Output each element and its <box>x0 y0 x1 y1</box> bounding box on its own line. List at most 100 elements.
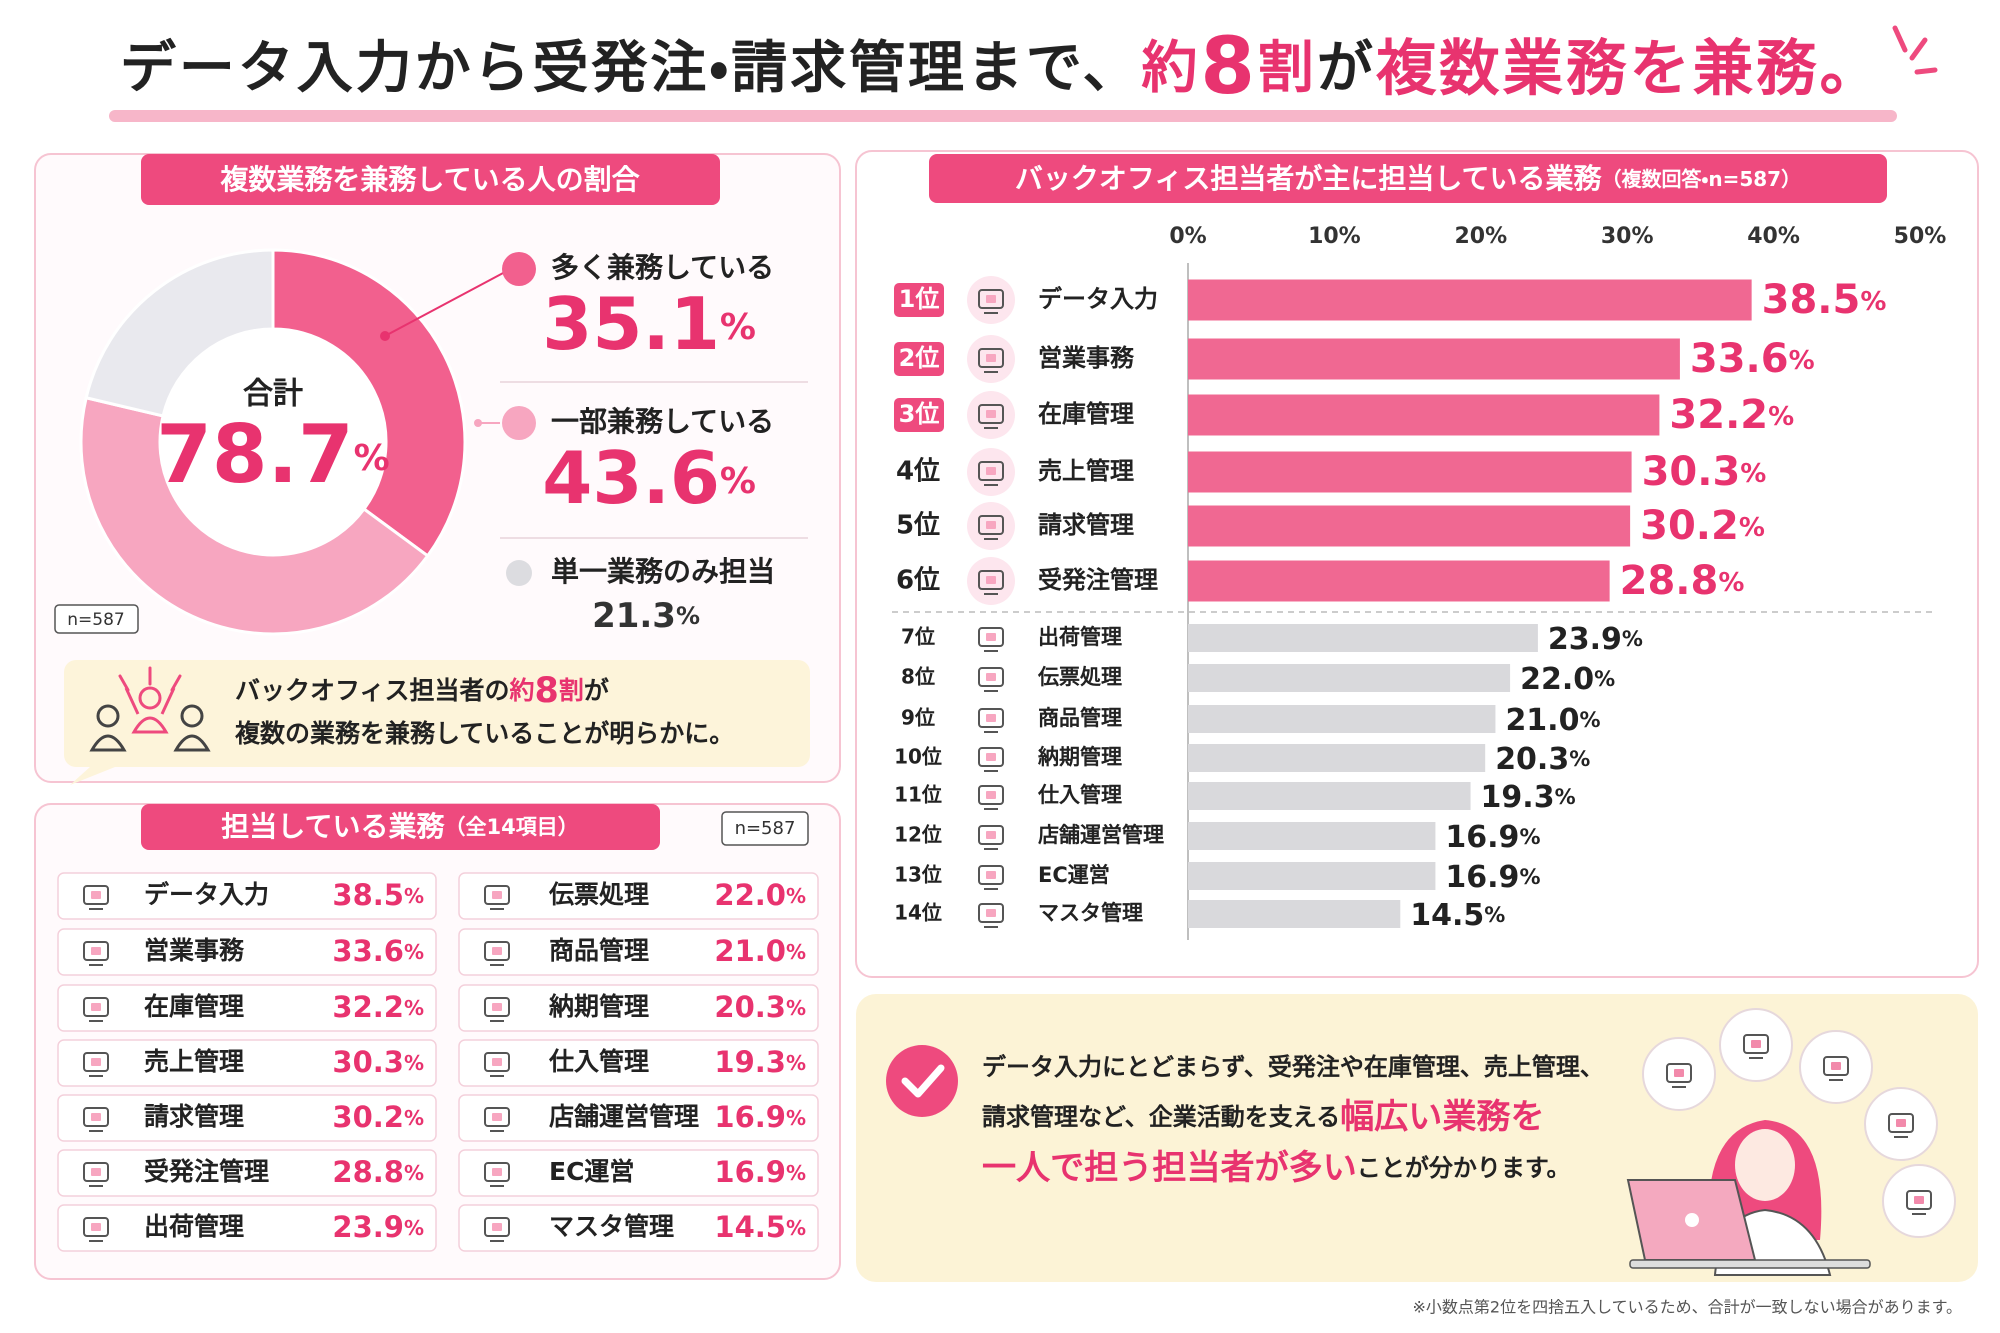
panel-title: バックオフィス担当者が主に担当している業務（複数回答・n=587） <box>1015 162 1801 195</box>
task-value: 38.5% <box>332 878 424 912</box>
icon-shape <box>484 1052 510 1072</box>
value-number: 21.3 <box>592 596 676 636</box>
icon-accent <box>91 891 101 899</box>
icon <box>83 1107 109 1132</box>
rank-badge <box>894 398 944 432</box>
value-number: 33.6 <box>332 934 404 968</box>
category-label: 納期管理 <box>1037 745 1122 769</box>
icon-shape <box>978 747 1004 767</box>
bar <box>1188 900 1401 928</box>
icon-accent <box>986 521 996 529</box>
icon-shape <box>484 1107 510 1127</box>
value-unit: % <box>1740 459 1766 489</box>
task-value: 19.3% <box>714 1045 806 1079</box>
icon <box>978 747 1004 772</box>
x-tick-label: 30% <box>1601 224 1654 249</box>
title-main: 担当している業務 <box>221 810 445 843</box>
icon-shape <box>1666 1063 1692 1083</box>
icon-shape <box>978 515 1004 535</box>
bar <box>1188 451 1632 493</box>
note: n=587 <box>67 610 124 630</box>
value-number: 23.9 <box>1548 622 1622 657</box>
task-name: 出荷管理 <box>144 1212 244 1241</box>
value-unit: % <box>720 307 756 348</box>
icon-accent <box>1751 1040 1761 1048</box>
icon <box>484 997 510 1022</box>
person-head <box>180 704 204 728</box>
task-row <box>458 984 819 1032</box>
rank-label: 2位 <box>899 344 940 372</box>
total-unit: % <box>354 438 390 479</box>
rank-label: 12位 <box>894 823 942 847</box>
content: データ入力から受発注・請求管理まで、約8割が複数業務を兼務。複数業務を兼務してい… <box>54 21 1962 1317</box>
bar <box>1188 705 1496 733</box>
icon-shape <box>978 570 1004 590</box>
task-name: 在庫管理 <box>144 992 244 1021</box>
text-part: 約 <box>1142 36 1198 101</box>
value-number: 16.9 <box>1445 860 1519 895</box>
person-icon <box>89 704 127 752</box>
value-unit: % <box>1555 785 1576 809</box>
category-label: データ入力 <box>1038 285 1158 313</box>
person-head <box>138 686 162 710</box>
category-label: 出荷管理 <box>1038 625 1122 649</box>
value-number: 30.2 <box>1640 503 1739 549</box>
task-value: 16.9% <box>714 1100 806 1134</box>
icon <box>484 941 510 966</box>
icon-shape <box>978 404 1004 424</box>
task-row <box>57 1094 437 1142</box>
value-number: 22.0 <box>1520 662 1594 697</box>
icon <box>484 1217 510 1242</box>
icon <box>484 1162 510 1187</box>
icon-shape <box>83 1162 109 1182</box>
value-label: 16.9% <box>1445 860 1540 895</box>
bar <box>1188 560 1610 602</box>
icon-accent <box>986 831 996 839</box>
task-value: 16.9% <box>714 1155 806 1189</box>
icon-shape <box>978 289 1004 309</box>
legend-label: 一部兼務している <box>551 405 774 438</box>
donut-segment <box>79 395 430 636</box>
icon-shape <box>978 667 1004 687</box>
task-row <box>458 1094 819 1142</box>
x-tick-label: 40% <box>1747 224 1800 249</box>
icon <box>1888 1113 1914 1138</box>
icon-accent <box>1914 1196 1924 1204</box>
icon-shape <box>978 785 1004 805</box>
value-unit: % <box>786 1051 806 1075</box>
panel-title: 担当している業務（全14項目） <box>221 810 578 843</box>
value-unit: % <box>1622 627 1643 651</box>
value-number: 20.3 <box>1495 742 1569 777</box>
text-part: ことが分かります。 <box>1357 1154 1571 1182</box>
value-unit: % <box>404 1051 424 1075</box>
value-number: 30.3 <box>332 1045 404 1079</box>
person-body <box>131 716 169 734</box>
value-unit: % <box>1594 667 1615 691</box>
icon-accent <box>986 576 996 584</box>
value-unit: % <box>786 1161 806 1185</box>
value-number: 38.5 <box>332 878 404 912</box>
total-value: 78.7 <box>156 408 353 501</box>
icon-accent <box>492 891 502 899</box>
value-unit: % <box>1484 903 1505 927</box>
icon <box>967 448 1015 496</box>
task-value: 14.5% <box>714 1210 806 1244</box>
legend-dot <box>502 252 536 286</box>
note: n=587 <box>735 818 796 839</box>
task-row <box>57 928 437 976</box>
icon-accent <box>492 1168 502 1176</box>
person-icon <box>173 704 211 752</box>
value-unit: % <box>786 1216 806 1240</box>
rank-label: 14位 <box>894 901 942 925</box>
icon-accent <box>986 354 996 362</box>
rank-label: 3位 <box>899 400 940 428</box>
icon <box>83 1052 109 1077</box>
value-unit: % <box>786 940 806 964</box>
task-name: データ入力 <box>144 880 269 909</box>
icon <box>484 1052 510 1077</box>
icon-accent <box>91 1003 101 1011</box>
donut-hole <box>161 330 385 554</box>
icon <box>1906 1190 1932 1215</box>
icon-shape <box>978 627 1004 647</box>
x-tick-label: 20% <box>1454 224 1507 249</box>
